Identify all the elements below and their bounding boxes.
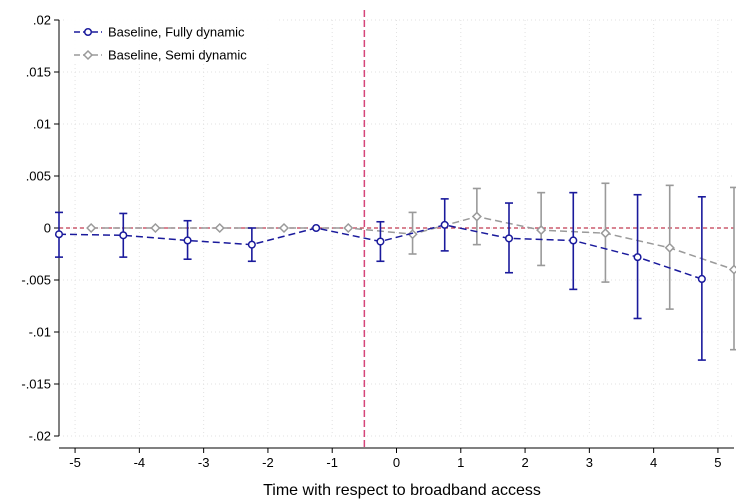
x-tick-label-3: -2: [262, 455, 274, 470]
point-fully-dynamic-0: [54, 230, 64, 239]
x-tick-label-9: 4: [650, 455, 657, 470]
point-fully-dynamic-2: [183, 236, 192, 245]
point-fully-dynamic-1: [119, 231, 128, 240]
legend: Baseline, Fully dynamic Baseline, Semi d…: [66, 14, 278, 64]
x-tick-label-6: 1: [457, 455, 464, 470]
point-semi-dynamic-8: [600, 228, 611, 239]
x-tick-label-1: -4: [134, 455, 146, 470]
y-tick-label-1: -.015: [21, 377, 51, 392]
series-semi-dynamic: [86, 182, 736, 351]
y-tick-label-0: -.02: [29, 429, 51, 444]
point-semi-dynamic-3: [278, 222, 290, 234]
x-tick-label-5: 0: [393, 455, 400, 470]
x-tick-label-4: -1: [326, 455, 338, 470]
x-tick-label-7: 2: [521, 455, 528, 470]
point-semi-dynamic-0: [86, 222, 97, 234]
point-semi-dynamic-5: [407, 229, 418, 240]
series-layer: [54, 182, 736, 361]
y-tick-label-7: .015: [26, 65, 51, 80]
y-tick-label-2: -.01: [29, 325, 51, 340]
point-semi-dynamic-4: [343, 222, 354, 234]
point-semi-dynamic-1: [150, 222, 161, 234]
point-fully-dynamic-9: [633, 253, 642, 262]
point-semi-dynamic-9: [664, 242, 675, 253]
y-tick-label-5: .005: [26, 169, 51, 184]
point-semi-dynamic-2: [214, 222, 225, 234]
x-tick-label-0: -5: [69, 455, 81, 470]
x-tick-label-2: -3: [198, 455, 210, 470]
point-fully-dynamic-3: [247, 240, 256, 249]
x-axis-title: Time with respect to broadband access: [263, 482, 541, 499]
point-fully-dynamic-4: [312, 223, 321, 233]
y-tick-label-4: 0: [44, 221, 51, 236]
point-fully-dynamic-8: [569, 236, 578, 245]
legend-marker-fully-dynamic: [83, 27, 93, 37]
y-tick-label-6: .01: [33, 117, 51, 132]
x-tick-label-8: 3: [586, 455, 593, 470]
x-tick-label-10: 5: [714, 455, 721, 470]
y-tick-label-8: .02: [33, 13, 51, 28]
point-semi-dynamic-7: [536, 225, 547, 236]
legend-marker-semi-dynamic: [82, 49, 94, 61]
point-semi-dynamic-10: [728, 264, 736, 275]
point-semi-dynamic-6: [471, 211, 482, 222]
series-fully-dynamic: [54, 191, 706, 361]
y-tick-label-3: -.005: [21, 273, 51, 288]
legend-label-semi-dynamic: Baseline, Semi dynamic: [108, 48, 247, 63]
point-fully-dynamic-7: [504, 234, 514, 243]
legend-label-fully-dynamic: Baseline, Fully dynamic: [108, 25, 245, 40]
axes: -.02 -.015 -.01 -.005 0 .005 .01 .015 .02 -5 -4 -3 -…: [21, 13, 734, 470]
point-fully-dynamic-10: [697, 274, 706, 284]
point-fully-dynamic-5: [376, 237, 385, 246]
point-fully-dynamic-6: [440, 220, 449, 229]
